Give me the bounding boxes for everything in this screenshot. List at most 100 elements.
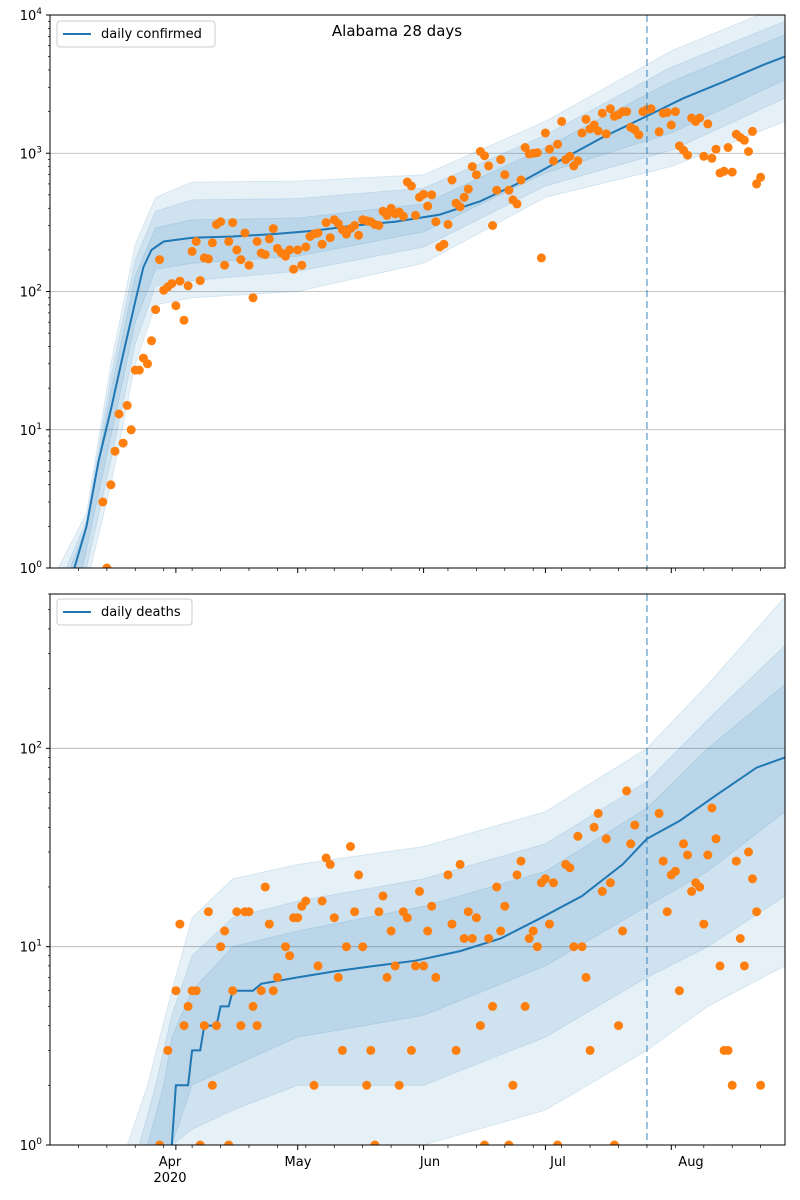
observed-point [317, 896, 327, 906]
observed-point [195, 276, 205, 286]
observed-point [532, 148, 542, 158]
observed-point [220, 260, 230, 270]
observed-point [244, 907, 254, 917]
observed-point [175, 919, 185, 929]
observed-point [321, 218, 331, 228]
observed-point [581, 972, 591, 982]
observed-point [520, 1001, 530, 1011]
observed-point [683, 150, 692, 160]
observed-point [187, 246, 197, 256]
observed-point [309, 1080, 319, 1090]
observed-point [203, 907, 213, 917]
observed-point [155, 1140, 165, 1145]
deaths-model-line [170, 756, 785, 1145]
observed-point [488, 1001, 498, 1011]
observed-point [175, 276, 185, 286]
x-tick-label-jul: Jul [549, 1155, 566, 1170]
observed-point [711, 144, 721, 154]
observed-point [285, 951, 295, 961]
observed-point [313, 228, 323, 238]
observed-point [467, 934, 477, 943]
observed-point [654, 127, 664, 137]
observed-point [118, 438, 128, 448]
observed-point [573, 156, 583, 166]
observed-point [715, 961, 725, 971]
observed-point [605, 104, 615, 114]
observed-point [748, 126, 757, 136]
observed-point [540, 874, 550, 884]
observed-point [293, 245, 303, 255]
observed-point [484, 161, 494, 171]
observed-point [577, 128, 587, 138]
observed-point [549, 878, 558, 888]
observed-point [203, 254, 213, 264]
observed-point [102, 563, 112, 568]
observed-point [593, 808, 603, 818]
y-tick-exponent: 1 [36, 422, 42, 432]
observed-point [212, 1021, 221, 1031]
observed-point [662, 108, 672, 117]
y-tick-exponent: 1 [36, 939, 42, 949]
observed-point [553, 1140, 563, 1145]
observed-point [199, 1021, 209, 1031]
observed-point [191, 237, 201, 246]
observed-point [447, 919, 457, 929]
observed-point [500, 170, 510, 180]
uncertainty-band [69, 34, 785, 568]
observed-point [455, 202, 465, 212]
observed-point [504, 1140, 514, 1145]
observed-point [451, 1045, 461, 1055]
observed-point [703, 850, 713, 860]
observed-point [597, 886, 607, 896]
observed-point [122, 400, 132, 410]
observed-point [252, 237, 262, 246]
observed-point [191, 986, 201, 996]
observed-point [739, 961, 749, 971]
observed-point [406, 181, 416, 191]
observed-point [723, 143, 733, 152]
observed-point [443, 870, 453, 880]
observed-point [744, 147, 753, 156]
observed-point [532, 942, 542, 952]
observed-point [492, 882, 502, 892]
observed-point [406, 1045, 416, 1055]
observed-point [553, 139, 563, 149]
observed-point [748, 874, 757, 884]
observed-point [662, 907, 672, 917]
observed-point [216, 942, 226, 952]
observed-point [411, 961, 420, 971]
observed-point [703, 119, 713, 129]
observed-point [195, 1140, 205, 1145]
observed-point [528, 926, 538, 936]
observed-point [634, 130, 644, 140]
observed-point [707, 153, 717, 163]
observed-point [496, 155, 506, 165]
observed-point [232, 907, 242, 917]
observed-point [459, 192, 469, 202]
observed-point [106, 480, 116, 490]
observed-point [512, 870, 522, 880]
observed-point [207, 1080, 217, 1090]
observed-point [183, 281, 193, 291]
observed-point [646, 104, 656, 114]
observed-point [577, 942, 587, 952]
observed-point [268, 986, 278, 996]
observed-point [301, 896, 311, 906]
observed-point [325, 233, 335, 243]
x-tick-label-apr: Apr [159, 1155, 182, 1170]
legend-box [56, 20, 216, 48]
observed-point [285, 245, 295, 255]
y-tick-exponent: 4 [36, 7, 42, 17]
observed-point [723, 1045, 733, 1055]
observed-point [411, 210, 420, 220]
observed-point [264, 234, 274, 244]
observed-point [756, 172, 766, 182]
observed-point [110, 446, 120, 456]
observed-point [711, 834, 721, 844]
observed-point [431, 217, 441, 227]
observed-point [321, 853, 331, 863]
observed-point [744, 847, 753, 857]
observed-point [293, 913, 303, 923]
observed-point [484, 934, 494, 943]
